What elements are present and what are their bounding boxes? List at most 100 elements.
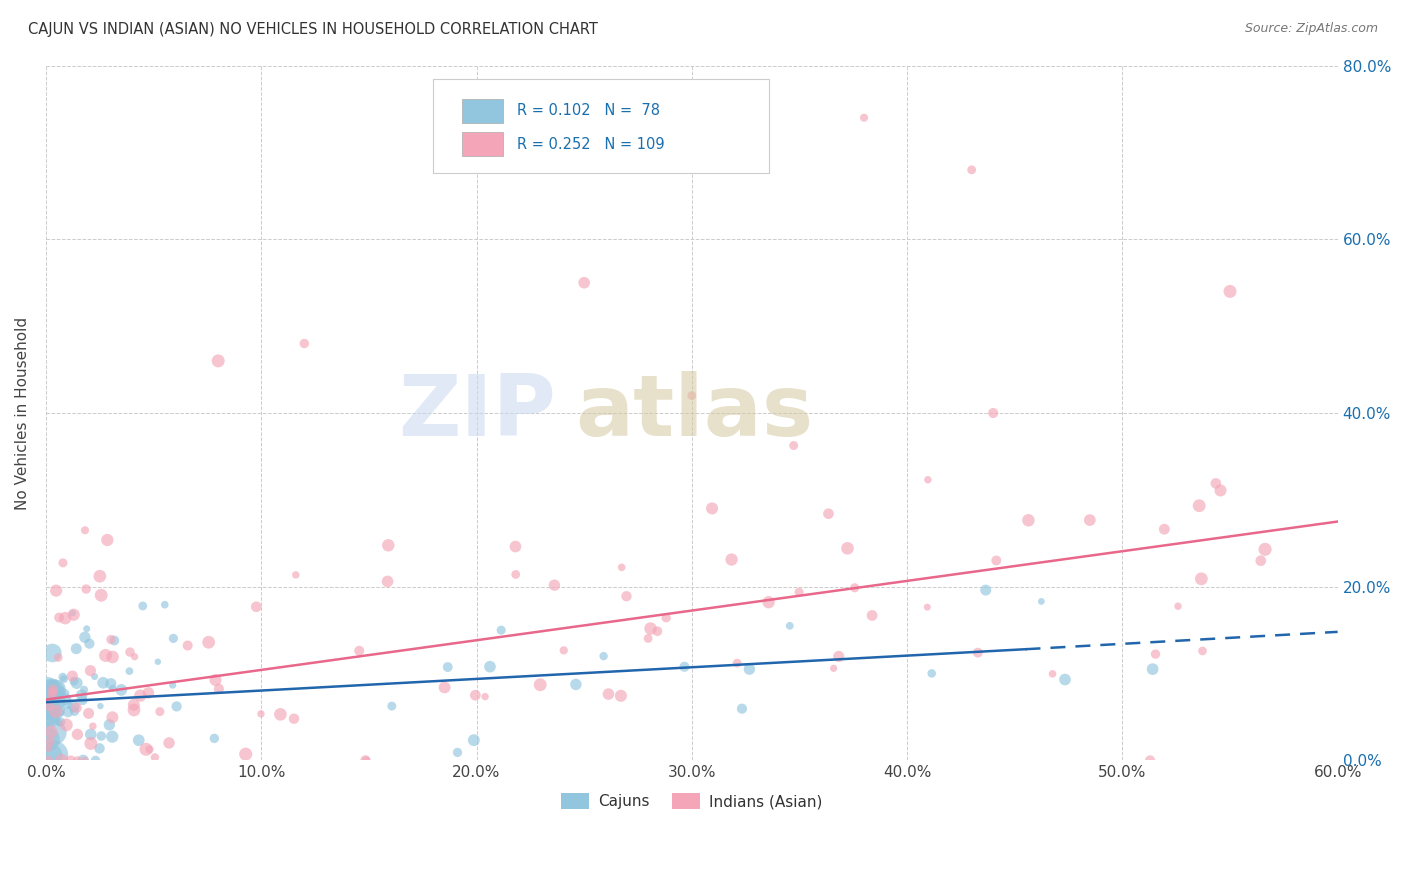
Point	[38, 710, 60, 724]
Point	[83, 669, 105, 683]
Point	[135, 742, 157, 756]
Point	[1219, 285, 1241, 299]
Point	[1031, 594, 1053, 608]
Point	[860, 608, 883, 623]
Point	[921, 666, 943, 681]
Point	[917, 473, 939, 487]
Point	[38, 682, 60, 697]
Point	[436, 660, 458, 674]
Point	[610, 560, 633, 574]
Point	[89, 699, 111, 714]
Point	[62, 699, 84, 714]
Point	[39, 702, 62, 716]
Point	[1144, 647, 1167, 661]
Point	[828, 649, 851, 664]
Point	[73, 523, 96, 537]
FancyBboxPatch shape	[463, 99, 503, 122]
Point	[197, 635, 219, 649]
Point	[101, 681, 124, 696]
Point	[700, 501, 723, 516]
Point	[39, 724, 62, 739]
Point	[77, 706, 100, 721]
Point	[823, 661, 845, 675]
Point	[73, 753, 96, 767]
Point	[53, 692, 76, 706]
Point	[76, 622, 98, 636]
Point	[101, 710, 124, 724]
Point	[681, 389, 703, 403]
Point	[572, 276, 595, 290]
Point	[505, 567, 527, 582]
Point	[55, 718, 77, 732]
Point	[80, 736, 103, 750]
Point	[110, 682, 132, 697]
Point	[207, 354, 229, 368]
Point	[72, 693, 94, 707]
Point	[738, 662, 761, 676]
Point	[1053, 673, 1076, 687]
Point	[284, 568, 307, 582]
Point	[673, 659, 696, 673]
Point	[1254, 542, 1277, 557]
Point	[381, 699, 404, 714]
Point	[720, 552, 742, 566]
Point	[66, 753, 89, 767]
Point	[73, 630, 96, 644]
Point	[974, 583, 997, 598]
Point	[128, 733, 150, 747]
Point	[598, 687, 620, 701]
Point	[433, 681, 456, 695]
Point	[1142, 662, 1164, 676]
Point	[44, 747, 66, 762]
Point	[478, 659, 501, 673]
Point	[48, 610, 70, 624]
Point	[489, 623, 512, 637]
Point	[146, 655, 169, 669]
Point	[89, 741, 111, 756]
Point	[98, 718, 121, 732]
Point	[53, 672, 76, 686]
Point	[38, 741, 60, 756]
Point	[153, 598, 176, 612]
Point	[464, 688, 486, 702]
Point	[101, 649, 124, 664]
Point	[565, 677, 588, 691]
Point	[269, 707, 291, 722]
Point	[84, 753, 107, 767]
Point	[51, 706, 73, 720]
Point	[73, 682, 96, 697]
Point	[616, 589, 638, 603]
Point	[1167, 599, 1189, 614]
Point	[647, 624, 669, 639]
Point	[655, 611, 678, 625]
Point	[48, 715, 70, 730]
Point	[853, 111, 876, 125]
Point	[94, 648, 117, 663]
Point	[204, 673, 226, 687]
Point	[592, 649, 614, 664]
Point	[354, 753, 377, 767]
Point	[79, 637, 101, 651]
Point	[377, 574, 399, 589]
Point	[63, 705, 86, 719]
Point	[1250, 554, 1272, 568]
Point	[1017, 513, 1039, 527]
Point	[35, 706, 58, 721]
Point	[143, 750, 166, 764]
Point	[41, 646, 63, 660]
Point	[844, 581, 866, 595]
Point	[354, 753, 377, 767]
Point	[553, 643, 575, 657]
Point	[162, 678, 184, 692]
Point	[48, 690, 70, 705]
Point	[779, 619, 801, 633]
Point	[640, 622, 662, 636]
Point	[37, 732, 59, 747]
Point	[543, 578, 565, 592]
Point	[132, 599, 155, 613]
Point	[39, 689, 62, 703]
Point	[49, 714, 72, 729]
Text: CAJUN VS INDIAN (ASIAN) NO VEHICLES IN HOUSEHOLD CORRELATION CHART: CAJUN VS INDIAN (ASIAN) NO VEHICLES IN H…	[28, 22, 598, 37]
Point	[610, 689, 633, 703]
Point	[1205, 476, 1227, 491]
